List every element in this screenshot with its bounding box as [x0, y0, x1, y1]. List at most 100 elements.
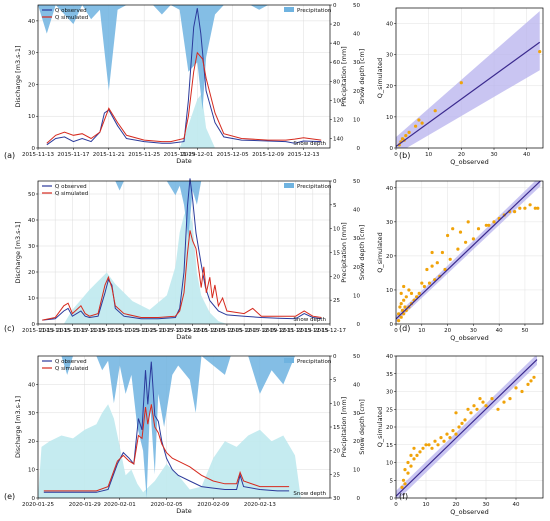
x-tick-label: 10 — [418, 328, 425, 334]
plot-frame — [37, 4, 331, 149]
legend-precipitation-label: Precipitation — [297, 8, 332, 14]
x-tick-label: 2020-02-13 — [244, 502, 276, 508]
snow-tick-label: 50 — [353, 354, 360, 360]
y-tick-label: 0 — [32, 146, 36, 152]
scatter-point — [397, 319, 401, 323]
scatter-point — [404, 134, 408, 138]
scatter-point — [459, 81, 463, 85]
precip-tick-label: 10 — [333, 401, 340, 407]
scatter-point — [536, 206, 540, 210]
scatter-point — [523, 206, 527, 210]
scatter-point — [481, 400, 485, 404]
panel-label: (c) — [4, 324, 15, 333]
scatter-point — [433, 439, 437, 443]
scatter-point — [427, 281, 432, 285]
x-tick-label: 2020-02-09 — [197, 502, 229, 508]
y-tick-label: 20 — [28, 270, 35, 276]
panel-label: (a) — [4, 151, 15, 160]
x-tick-label: 2015-12-07 — [228, 328, 260, 334]
snow-tick-label: 40 — [353, 382, 360, 388]
x-tick-label: 20 — [458, 152, 465, 158]
x-tick-label: 2015-11-23 — [108, 328, 140, 334]
y-tick-label: 5 — [390, 478, 394, 484]
scatter-point — [436, 443, 440, 447]
scatter-point — [443, 267, 447, 272]
x-tick-label: 2015-12-05 — [217, 152, 249, 158]
scatter-point — [460, 421, 464, 425]
scatter-point — [403, 468, 407, 472]
x-tick-label: 40 — [523, 152, 530, 158]
precip-tick-label: 25 — [333, 298, 340, 304]
y-tick-label: 0 — [390, 322, 394, 328]
panel-label: (b) — [399, 151, 410, 160]
scatter-point — [415, 295, 419, 299]
scatter-point — [464, 240, 468, 244]
scatter-point — [418, 450, 422, 454]
x-axis-label: Q_observed — [450, 334, 489, 342]
y-axis-label: Discharge [m3.s-1] — [14, 396, 22, 458]
y-axis-label: Q_simulated — [376, 407, 384, 447]
scatter-point — [526, 382, 530, 386]
scatter-point — [487, 223, 491, 227]
y-tick-label: 40 — [28, 218, 35, 224]
x-tick-label: 40 — [513, 502, 520, 508]
x-tick-label: 2015-12-11 — [262, 328, 294, 334]
y-tick-label: 10 — [28, 296, 35, 302]
x-tick-label: 2015-12-13 — [287, 152, 319, 158]
precip-tick-label: 15 — [333, 425, 340, 431]
x-tick-label: 40 — [496, 328, 503, 334]
snow-tick-label: 50 — [353, 179, 360, 185]
precip-tick-label: 30 — [333, 496, 340, 502]
scatter-point — [403, 482, 407, 486]
scatter-point — [433, 109, 437, 113]
scatter-point — [399, 291, 403, 295]
precip-tick-label: 80 — [333, 79, 340, 85]
scatter-point — [421, 446, 425, 450]
scatter-point — [417, 118, 421, 122]
scatter-point — [496, 407, 500, 411]
scatter-point — [533, 206, 537, 210]
scatter-point — [430, 264, 434, 268]
scatter-point — [458, 230, 463, 234]
snow-tick-label: 10 — [353, 468, 360, 474]
observed-discharge-line — [42, 178, 322, 321]
timeseries-panel: 0 10 20 30 40 0 5 10 15 20 25 30 0 10 20 30 40 50 2020-01-… — [14, 354, 366, 515]
scatter-point — [513, 210, 517, 214]
precip-tick-label: 100 — [333, 98, 344, 104]
confidence-band — [396, 11, 540, 148]
scatter-point — [412, 457, 416, 461]
scatter-point — [451, 227, 455, 231]
precipitation-area — [38, 181, 330, 239]
scatter-point — [402, 284, 406, 289]
legend-simulated-label: Q simulated — [55, 191, 88, 197]
scatter-point — [435, 261, 439, 265]
y-tick-label: 0 — [390, 496, 394, 502]
precip-axis-label: Precipitation [mm] — [340, 397, 348, 457]
x-tick-label: 2015-12-13 — [280, 328, 312, 334]
x-tick-label: 2015-12-09 — [245, 328, 277, 334]
x-tick-label: 2015-11-13 — [22, 152, 54, 158]
precipitation-area — [38, 5, 330, 110]
precip-tick-label: 20 — [333, 449, 340, 455]
legend-observed-label: Q observed — [55, 8, 87, 14]
scatter-point — [484, 404, 488, 408]
precip-axis-label: Precipitation [mm] — [340, 222, 348, 282]
panel-label: (f) — [399, 492, 408, 501]
scatter-point — [451, 429, 455, 433]
regression-line — [396, 41, 541, 147]
scatter-point — [508, 397, 512, 401]
legend-precipitation-label: Precipitation — [297, 359, 332, 365]
scatter-point — [454, 411, 458, 415]
x-tick-label: 30 — [470, 328, 477, 334]
x-tick-label: 20 — [444, 328, 451, 334]
scatter-point — [427, 443, 431, 447]
x-tick-label: 10 — [425, 152, 432, 158]
precip-tick-label: 20 — [333, 22, 340, 28]
x-axis-label: Q_observed — [450, 158, 489, 166]
snow-depth-area — [38, 404, 330, 498]
scatter-point — [446, 233, 450, 238]
x-tick-label: 2015-12-17 — [314, 328, 346, 334]
scatter-point — [397, 312, 401, 316]
precip-tick-label: 10 — [333, 227, 340, 233]
